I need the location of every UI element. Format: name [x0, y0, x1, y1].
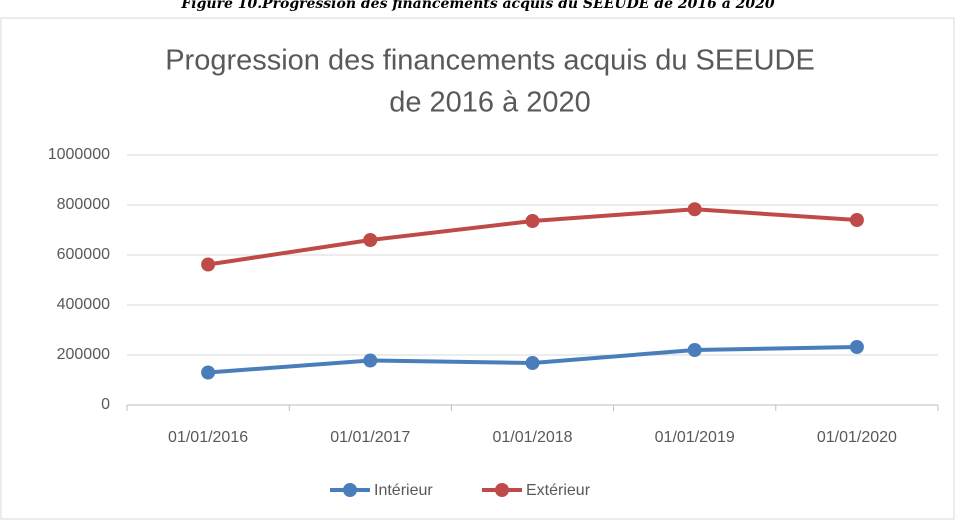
y-tick-label: 0 — [101, 396, 110, 413]
y-tick-label: 1000000 — [48, 146, 110, 163]
x-tick-label: 01/01/2019 — [655, 429, 735, 446]
chart-border — [0, 17, 955, 520]
point — [201, 257, 216, 272]
x-tick-label: 01/01/2017 — [330, 429, 410, 446]
point — [849, 340, 864, 354]
point — [687, 202, 702, 217]
legend-label: Extérieur — [526, 482, 591, 499]
x-tick-label: 01/01/2016 — [168, 429, 248, 446]
point — [363, 233, 378, 247]
point — [201, 365, 216, 380]
chart-title: Progression des financements acquis du S… — [165, 45, 815, 77]
point — [363, 353, 378, 368]
point — [849, 213, 864, 227]
y-tick-label: 200000 — [57, 346, 110, 363]
y-tick-label: 800000 — [57, 196, 110, 213]
y-tick-label: 400000 — [57, 296, 110, 313]
point — [687, 343, 702, 357]
figure-caption: Figure 10.Progression des financements a… — [180, 0, 775, 12]
legend-label: Intérieur — [374, 482, 433, 499]
legend-marker — [495, 483, 509, 497]
point — [525, 214, 540, 228]
x-tick-label: 01/01/2020 — [817, 429, 897, 446]
y-tick-label: 600000 — [57, 246, 110, 263]
point — [525, 356, 540, 370]
x-tick-label: 01/01/2018 — [492, 429, 572, 446]
legend-marker — [343, 483, 357, 497]
chart-title: de 2016 à 2020 — [389, 87, 591, 119]
